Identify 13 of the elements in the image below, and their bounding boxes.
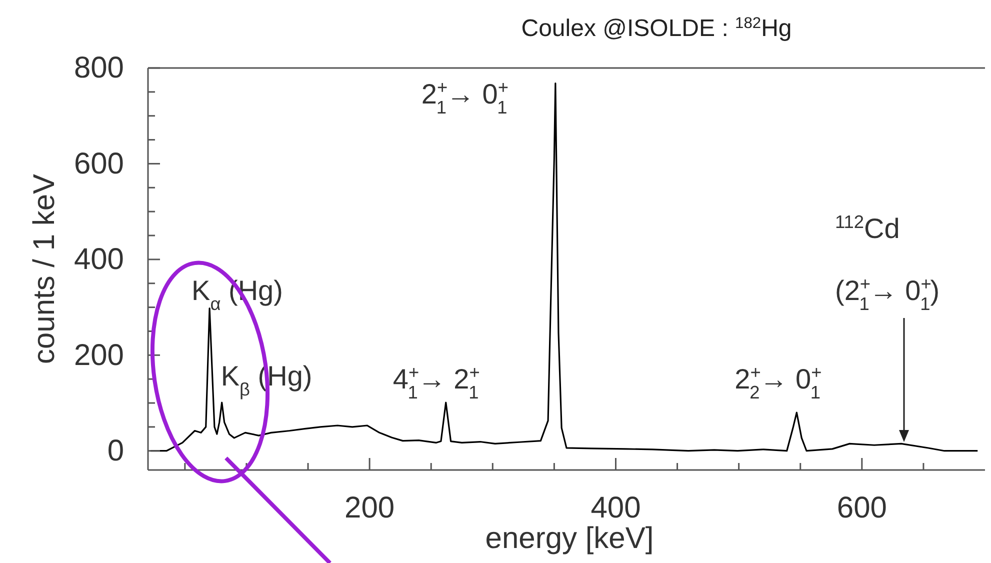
annotation: $^{112}$Cd [835, 212, 900, 244]
x-tick-label: 600 [836, 491, 887, 524]
x-tick-label: 400 [590, 491, 641, 524]
y-tick-label: 200 [74, 338, 124, 372]
x-axis-title: energy [keV] [485, 522, 654, 555]
y-tick-label: 0 [107, 434, 124, 468]
y-tick-label: 600 [74, 147, 124, 180]
chart-title: Coulex @ISOLDE : $^{182}$Hg [521, 14, 792, 42]
y-axis-title: counts / 1 keV [28, 174, 61, 364]
x-tick-label: 200 [344, 491, 395, 524]
y-tick-label: 800 [74, 52, 124, 85]
y-tick-label: 400 [74, 243, 124, 276]
annotation: (2$^{+}$$_{1}$→ 0$^{+}$$_{1}$) [835, 274, 940, 314]
